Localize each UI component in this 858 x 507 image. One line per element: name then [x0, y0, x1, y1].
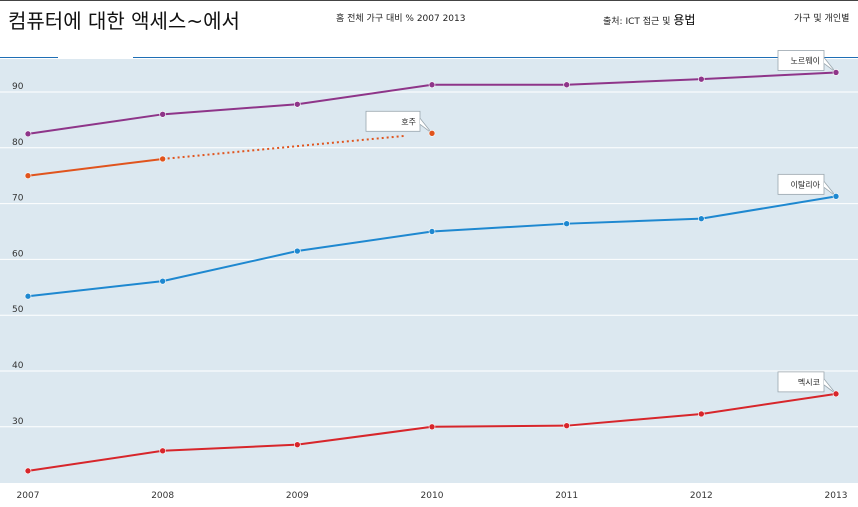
series-멕시코-point: [24, 467, 32, 475]
series-호주-point: [24, 172, 32, 179]
series-이탈리아-line: [27, 280, 163, 298]
series-이탈리아-label: 이탈리아: [791, 179, 821, 189]
series-이탈리아-point: [294, 247, 301, 255]
series-노르웨이-point: [698, 75, 705, 83]
y-tick-label: 90: [12, 82, 24, 92]
y-tick-label: 40: [12, 361, 24, 371]
chart-subtitle: 홈 전체 가구 대비 % 2007 2013: [336, 14, 466, 24]
series-멕시코-line: [27, 449, 163, 472]
y-tick-label: 50: [12, 305, 24, 315]
x-tick-label: 2009: [286, 491, 309, 501]
series-멕시코-line: [431, 424, 567, 428]
series-노르웨이-line: [27, 113, 163, 135]
series-노르웨이-line: [566, 78, 702, 86]
y-tick-label: 70: [12, 194, 24, 204]
series-호주-label: 호주: [401, 117, 416, 126]
series-노르웨이-label: 노르웨이: [791, 55, 820, 65]
households-individuals-link[interactable]: 가구 및 개인별: [794, 14, 850, 24]
series-노르웨이-point: [428, 81, 436, 89]
x-tick-label: 2013: [825, 491, 848, 501]
series-이탈리아-point: [428, 228, 436, 235]
series-노르웨이-line: [701, 71, 837, 81]
series-이탈리아-line: [297, 230, 433, 253]
series-멕시코-point: [832, 390, 840, 398]
series-호주-point: [159, 155, 166, 163]
series-멕시코-line: [297, 425, 433, 446]
x-tick-label: 2007: [17, 491, 40, 501]
series-멕시코-line: [701, 392, 837, 415]
source-usage-link[interactable]: 용법: [673, 13, 696, 27]
source-prefix: 출처: ICT 접근 및: [603, 17, 674, 27]
series-노르웨이-point: [24, 130, 32, 138]
series-이탈리아-point: [563, 220, 570, 227]
series-멕시코-point: [294, 441, 301, 448]
series-노르웨이-line: [162, 103, 298, 116]
series-멕시코-point: [698, 410, 705, 418]
y-tick-label: 80: [12, 138, 24, 148]
series-이탈리아-line: [566, 217, 702, 225]
series-이탈리아-line: [162, 250, 298, 283]
series-멕시코-point: [159, 447, 166, 455]
series-호주-point: [428, 129, 436, 137]
series-노르웨이-point: [294, 100, 301, 108]
series-이탈리아-line: [431, 222, 567, 233]
series-호주-line: [27, 157, 163, 177]
active-tab-indicator: [58, 55, 133, 58]
series-노르웨이-line: [297, 83, 433, 106]
series-멕시코-line: [566, 412, 702, 427]
chart-header: 컴퓨터에 대한 액세스~에서 홈 전체 가구 대비 % 2007 2013 출처…: [0, 0, 858, 58]
header-rule: [0, 57, 858, 58]
source-note: 출처: ICT 접근 및 용법: [603, 11, 695, 28]
series-노르웨이-point: [563, 81, 570, 89]
series-이탈리아-point: [698, 215, 705, 222]
series-멕시코-point: [563, 422, 570, 429]
series-노르웨이-point: [832, 69, 840, 76]
series-이탈리아-point: [832, 193, 840, 200]
x-tick-label: 2011: [555, 491, 578, 501]
series-노르웨이-point: [159, 111, 166, 118]
series-이탈리아-line: [701, 195, 837, 220]
x-tick-label: 2012: [690, 491, 713, 501]
series-이탈리아-point: [24, 292, 32, 300]
series-호주-line: [162, 134, 406, 160]
chart-title: 컴퓨터에 대한 액세스~에서: [8, 9, 240, 33]
y-tick-label: 30: [12, 417, 24, 427]
series-멕시코-point: [428, 423, 436, 431]
x-tick-label: 2010: [421, 491, 444, 501]
series-멕시코-label: 멕시코: [798, 377, 820, 387]
series-이탈리아-point: [159, 277, 166, 285]
series-멕시코-line: [162, 443, 298, 452]
y-tick-label: 60: [12, 249, 24, 259]
x-tick-label: 2008: [151, 491, 174, 501]
